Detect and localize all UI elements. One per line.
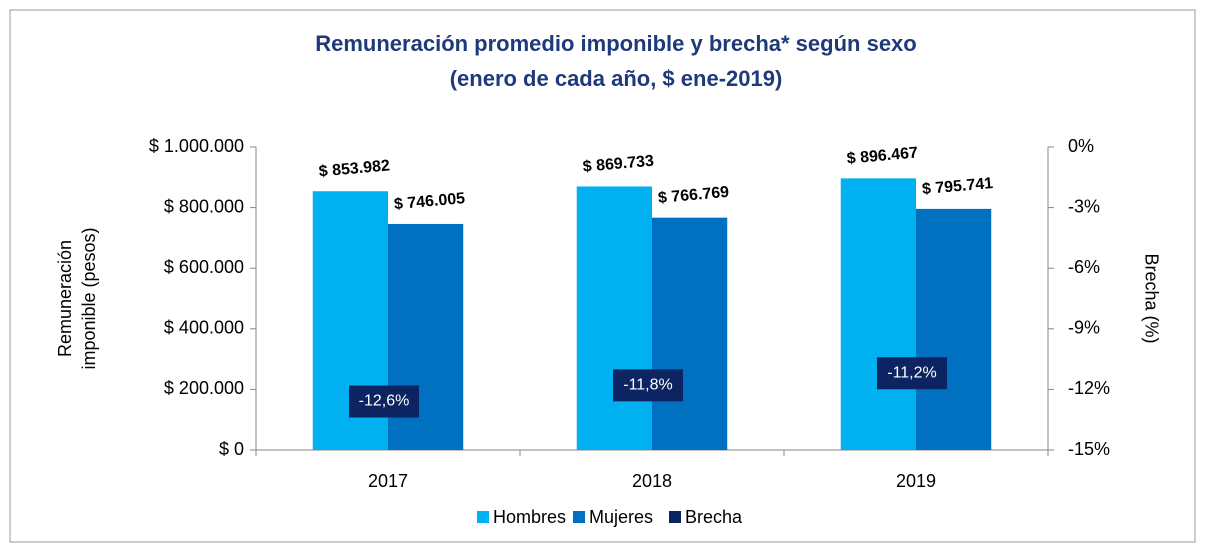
data-label: $ 853.982: [318, 157, 390, 180]
legend-label: Hombres: [493, 507, 566, 527]
y-tick-label: $ 1.000.000: [149, 136, 244, 156]
legend-label: Brecha: [685, 507, 743, 527]
y-axis-label-line: imponible (pesos): [79, 227, 99, 369]
data-label: $ 896.467: [846, 145, 918, 168]
data-label: $ 869.733: [582, 153, 654, 176]
brecha-label: -11,8%: [623, 377, 673, 394]
y-tick-label: $ 200.000: [164, 378, 244, 398]
y-tick-label: $ 600.000: [164, 257, 244, 277]
y2-tick-label: -6%: [1068, 257, 1100, 277]
bar: [652, 217, 728, 450]
y-axis-label-line: Remuneración: [55, 240, 75, 357]
y2-axis-label: Brecha (%): [1141, 253, 1161, 343]
data-label: $ 746.005: [393, 190, 465, 213]
bar: [916, 208, 992, 450]
brecha-label: -11,2%: [887, 364, 937, 381]
legend-swatch: [573, 511, 585, 523]
y-tick-label: $ 0: [219, 439, 244, 459]
x-tick-label: 2019: [896, 471, 936, 491]
bar: [576, 186, 652, 451]
data-label: $ 795.741: [921, 175, 993, 198]
y2-tick-label: -3%: [1068, 196, 1100, 216]
y2-tick-label: -12%: [1068, 378, 1110, 398]
legend-label: Mujeres: [589, 507, 653, 527]
x-tick-label: 2018: [632, 471, 672, 491]
brecha-marker: [613, 369, 683, 402]
y-tick-label: $ 400.000: [164, 318, 244, 338]
data-label: $ 766.769: [657, 184, 729, 207]
y-tick-label: $ 800.000: [164, 196, 244, 216]
legend-swatch: [477, 511, 489, 523]
y-axis-label: Remuneración imponible (pesos): [55, 227, 99, 369]
y2-tick-label: -15%: [1068, 439, 1110, 459]
chart-title: Remuneración promedio imponible y brecha…: [315, 31, 916, 56]
bar: [840, 178, 916, 451]
y2-tick-label: -9%: [1068, 318, 1100, 338]
brecha-marker: [877, 357, 947, 390]
chart-subtitle: (enero de cada año, $ ene-2019): [450, 66, 783, 91]
legend-swatch: [669, 511, 681, 523]
brecha-marker: [349, 385, 419, 418]
brecha-label: -12,6%: [359, 393, 410, 410]
y2-tick-label: 0%: [1068, 136, 1094, 156]
x-tick-label: 2017: [368, 471, 408, 491]
